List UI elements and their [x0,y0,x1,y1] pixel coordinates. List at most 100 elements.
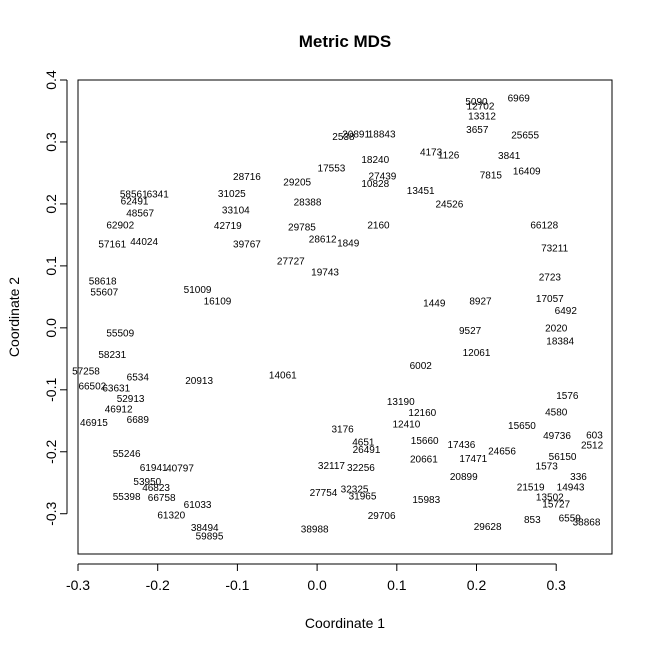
point-label: 6559 [559,514,582,525]
point-label: 66758 [148,493,176,504]
point-label: 17553 [318,163,346,174]
point-label: 55398 [113,492,141,503]
y-tick-label: 0.1 [43,256,59,276]
point-label: 2512 [581,440,604,451]
point-label: 19743 [311,268,339,279]
point-label: 46823 [142,483,170,494]
point-label: 3841 [498,151,521,162]
point-label: 17471 [459,454,487,465]
y-axis-label: Coordinate 2 [6,277,22,357]
point-label: 20891 [342,129,370,140]
x-tick-label: 0.1 [387,577,407,593]
point-label: 27439 [369,172,397,183]
point-label: 38868 [573,517,601,528]
x-tick-label: 0.0 [307,577,327,593]
point-label: 48567 [126,209,154,220]
point-label: 15660 [411,436,439,447]
point-label: 20899 [450,472,478,483]
point-label: 20913 [185,376,213,387]
point-label: 7815 [480,170,503,181]
point-label: 12061 [463,348,491,359]
point-label: 55607 [90,287,118,298]
point-label: 32325 [341,484,369,495]
point-label: 6492 [555,306,578,317]
point-label: 15650 [508,421,536,432]
point-label: 4651 [352,437,375,448]
point-label: 66128 [530,220,558,231]
point-label: 15727 [542,499,570,510]
point-label: 12160 [408,408,436,419]
point-label: 58231 [98,350,126,361]
point-label: 28612 [309,235,337,246]
point-label: 61033 [184,500,212,511]
point-label: 603 [586,431,603,442]
point-label: 8927 [469,297,492,308]
point-label: 1126 [438,150,460,161]
point-label: 13502 [536,492,564,503]
x-axis-label: Coordinate 1 [305,615,385,631]
point-label: 28388 [294,198,322,209]
point-label: 61941 [140,463,168,474]
y-tick-label: -0.3 [43,501,59,525]
point-label: 59895 [196,532,224,543]
point-label: 29205 [283,178,311,189]
point-label: 49736 [543,431,571,442]
point-label: 6969 [508,93,531,104]
point-label: 46915 [80,418,108,429]
point-label: 27754 [310,488,338,499]
point-label: 18384 [546,336,574,347]
point-label: 5090 [465,97,488,108]
point-label: 1449 [423,299,446,310]
x-tick-label: -0.2 [146,577,170,593]
y-tick-label: 0.2 [43,194,59,214]
point-label: 1573 [536,462,559,473]
point-label: 26491 [353,445,381,456]
point-label: 17057 [536,294,564,305]
point-label: 31965 [349,491,377,502]
x-tick-label: -0.3 [66,577,90,593]
point-label: 4580 [545,408,568,419]
point-label: 16109 [204,297,232,308]
point-label: 28716 [233,172,261,183]
x-tick-label: 0.2 [467,577,487,593]
point-label: 14061 [269,370,297,381]
point-label: 16409 [513,167,541,178]
point-label: 33104 [222,206,250,217]
point-label: 6341 [147,190,170,201]
point-label: 853 [524,515,541,526]
point-label: 3657 [466,125,489,136]
point-label: 58618 [89,276,117,287]
point-label: 24656 [488,447,516,458]
point-label: 32256 [347,463,375,474]
y-tick-label: 0.3 [43,132,59,152]
y-axis: -0.3 -0.2 -0.1 0.0 0.1 0.2 0.3 0.4 [43,70,68,526]
point-label: 42719 [214,221,242,232]
point-label: 51009 [184,285,212,296]
point-label: 29706 [368,511,396,522]
y-tick-label: -0.1 [43,378,59,402]
point-label: 31025 [218,189,246,200]
point-label: 21519 [517,483,545,494]
point-label: 24526 [436,199,464,210]
point-label: 73211 [541,243,569,254]
point-label: 20661 [410,455,438,466]
point-label: 6534 [127,372,150,383]
point-label: 13312 [468,111,496,122]
point-label: 44024 [130,237,158,248]
point-label: 1849 [337,238,360,249]
y-tick-label: -0.2 [43,439,59,463]
point-label: 58561 [120,190,148,201]
point-label: 1576 [556,391,579,402]
point-label: 39767 [233,240,261,251]
point-label: 2020 [545,323,568,334]
point-label: 66502 [78,382,106,393]
point-label: 32117 [318,461,346,472]
point-label: 55246 [113,449,141,460]
point-label: 10828 [361,179,389,190]
x-tick-label: -0.1 [225,577,249,593]
point-label: 2538 [332,132,355,143]
point-label: 6689 [127,415,150,426]
point-label: 62491 [121,196,149,207]
